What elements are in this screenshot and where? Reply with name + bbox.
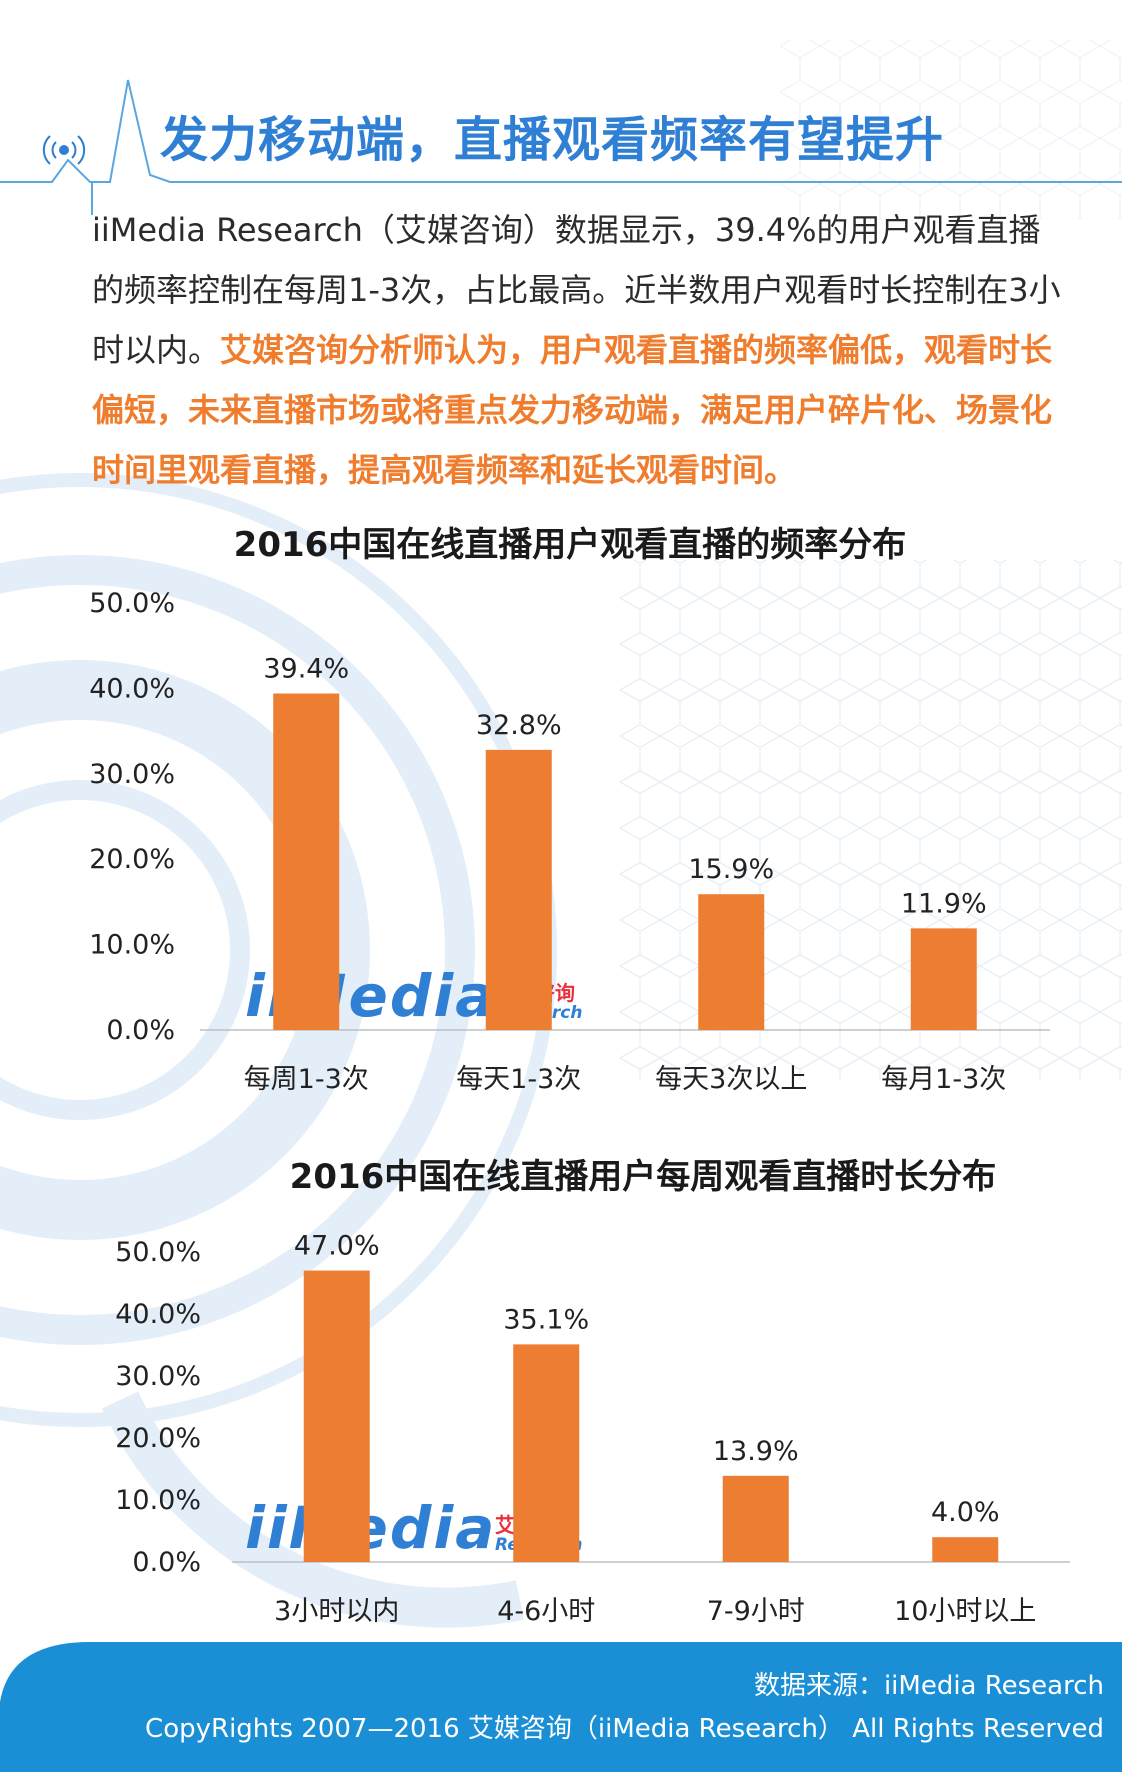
chart-frequency: 2016中国在线直播用户观看直播的频率分布 0.0% 10.0% 20.0% 30.0%… (0, 510, 1122, 1110)
y-tick-label: 10.0% (115, 1485, 201, 1516)
data-label: 15.9% (688, 854, 774, 885)
intro-plain-text: iiMedia Research（艾媒咨询）数据显示，39.4%的用户观看直播的… (92, 211, 1061, 369)
bar (273, 693, 340, 1030)
bar (910, 928, 977, 1030)
data-label: 35.1% (503, 1304, 589, 1335)
y-tick-label: 30.0% (115, 1361, 201, 1392)
y-tick-label: 20.0% (115, 1423, 201, 1454)
category-label: 每周1-3次 (244, 1064, 369, 1095)
data-label: 11.9% (901, 888, 987, 919)
y-tick-label: 20.0% (89, 844, 175, 875)
bar (698, 894, 765, 1030)
bar (513, 1344, 580, 1562)
category-label: 3小时以内 (274, 1596, 399, 1627)
y-tick-label: 50.0% (89, 588, 175, 619)
data-label: 39.4% (263, 654, 349, 685)
bar (932, 1537, 999, 1562)
copyright: CopyRights 2007—2016 艾媒咨询（iiMedia Resear… (145, 1714, 1104, 1744)
frequency-bar-chart: 2016中国在线直播用户观看直播的频率分布 0.0% 10.0% 20.0% 30.0%… (89, 525, 1050, 1095)
y-tick-label: 0.0% (132, 1547, 201, 1578)
y-tick-label: 40.0% (89, 673, 175, 704)
watermark-logo: iiMedia (245, 1494, 496, 1562)
y-tick-label: 40.0% (115, 1299, 201, 1330)
category-label: 每天1-3次 (456, 1064, 581, 1095)
category-label: 每天3次以上 (655, 1064, 807, 1095)
footer-band (0, 1642, 1122, 1772)
chart-title: 2016中国在线直播用户观看直播的频率分布 (234, 525, 907, 565)
data-label: 47.0% (294, 1231, 380, 1262)
y-tick-label: 50.0% (115, 1237, 201, 1268)
data-source: 数据来源：iiMedia Research (753, 1671, 1104, 1701)
intro-paragraph: iiMedia Research（艾媒咨询）数据显示，39.4%的用户观看直播的… (92, 200, 1062, 500)
chart-title: 2016中国在线直播用户每周观看直播时长分布 (290, 1157, 997, 1197)
page-title: 发力移动端，直播观看频率有望提升 (160, 112, 945, 168)
chart-duration: 2016中国在线直播用户每周观看直播时长分布 0.0% 10.0% 20.0% 30.0… (0, 1150, 1122, 1630)
y-tick-label: 0.0% (106, 1015, 175, 1046)
bar (303, 1270, 370, 1562)
y-tick-label: 10.0% (89, 930, 175, 961)
intro-highlight-text: 艾媒咨询分析师认为，用户观看直播的频率偏低，观看时长偏短，未来直播市场或将重点发… (92, 331, 1053, 489)
duration-bar-chart: 2016中国在线直播用户每周观看直播时长分布 0.0% 10.0% 20.0% 30.0… (115, 1157, 1070, 1627)
category-label: 4-6小时 (497, 1596, 595, 1627)
data-label: 13.9% (713, 1436, 799, 1467)
category-label: 7-9小时 (707, 1596, 805, 1627)
data-label: 32.8% (476, 710, 562, 741)
data-label: 4.0% (931, 1497, 1000, 1528)
bar (722, 1475, 789, 1562)
category-label: 10小时以上 (894, 1596, 1036, 1627)
y-tick-label: 30.0% (89, 759, 175, 790)
bar (485, 749, 552, 1030)
category-label: 每月1-3次 (881, 1064, 1006, 1095)
